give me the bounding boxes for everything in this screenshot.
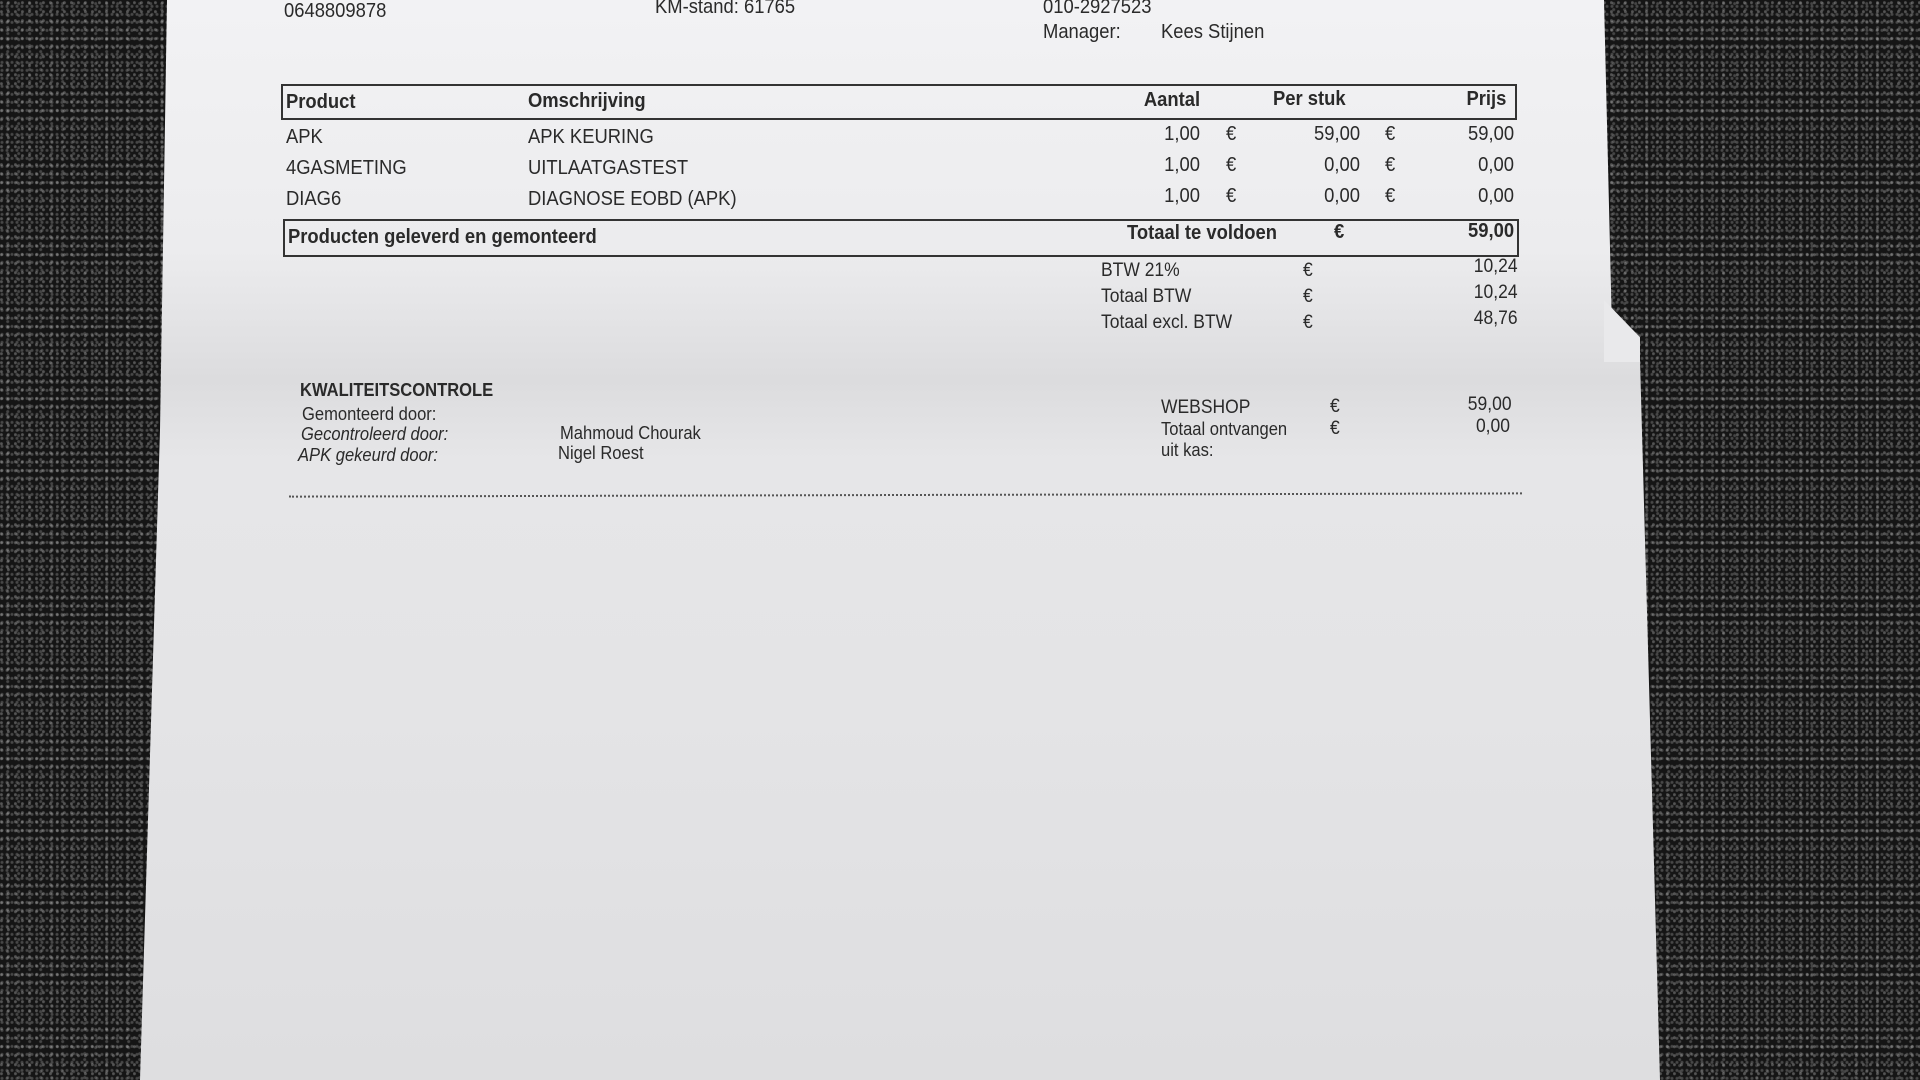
tax-label: Totaal excl. BTW [1101,312,1233,333]
euro-sign: € [1303,286,1313,307]
tax-label: BTW 21% [1101,260,1180,281]
tax-value: 48,76 [1474,308,1518,329]
col-description: Omschrijving [528,90,646,112]
km-stand: KM-stand: 61765 [655,0,796,18]
euro-sign: € [1303,312,1313,333]
euro-sign: € [1385,154,1396,176]
row-qty: 1,00 [1164,123,1200,145]
tax-value: 10,24 [1474,256,1518,277]
euro-sign: € [1330,396,1340,417]
received-value: 0,00 [1475,416,1510,437]
col-product: Product [286,91,356,113]
euro-sign: € [1303,260,1313,281]
col-unit-price: Per stuk [1273,88,1346,110]
row-description: UITLAATGASTEST [528,157,689,179]
euro-sign: € [1334,221,1345,243]
row-unit-price: 0,00 [1324,154,1360,176]
euro-sign: € [1330,418,1340,439]
received-label-2: uit kas: [1161,440,1214,460]
row-product: 4GASMETING [286,157,407,179]
webshop-value: 59,00 [1468,394,1512,415]
row-description: APK KEURING [528,126,654,148]
apk-name: Nigel Roest [558,443,644,463]
row-unit-price: 59,00 [1313,123,1360,145]
apk-label: APK gekeurd door: [298,445,438,465]
row-qty: 1,00 [1164,185,1200,207]
row-product: DIAG6 [286,188,342,210]
euro-sign: € [1226,154,1237,176]
euro-sign: € [1226,123,1237,145]
euro-sign: € [1385,185,1396,207]
checked-name: Mahmoud Chourak [560,423,701,443]
tax-label: Totaal BTW [1101,286,1192,307]
euro-sign: € [1385,123,1396,145]
garage-phone: 010-2927523 [1043,0,1152,18]
table-header [281,84,1517,120]
manager-name: Kees Stijnen [1161,21,1265,43]
row-price: 59,00 [1467,123,1514,145]
euro-sign: € [1226,185,1237,207]
quality-title: KWALITEITSCONTROLE [300,380,494,400]
footer-note: Producten geleverd en gemonteerd [288,226,597,248]
manager-label: Manager: [1043,21,1121,43]
received-label: Totaal ontvangen [1161,419,1288,439]
mounted-label: Gemonteerd door: [302,404,437,424]
row-price: 0,00 [1478,185,1514,207]
row-description: DIAGNOSE EOBD (APK) [528,188,737,210]
total-box [283,219,1519,257]
checked-label: Gecontroleerd door: [301,424,449,444]
tax-value: 10,24 [1474,282,1518,303]
webshop-label: WEBSHOP [1161,397,1251,418]
row-price: 0,00 [1478,154,1514,176]
total-value: 59,00 [1467,220,1514,242]
row-unit-price: 0,00 [1324,185,1360,207]
row-qty: 1,00 [1164,154,1200,176]
customer-phone: 0648809878 [284,0,387,22]
paper-fold [1604,300,1640,362]
row-product: APK [286,126,323,148]
col-price: Prijs [1466,88,1506,110]
total-label: Totaal te voldoen [1127,222,1277,244]
col-qty: Aantal [1143,89,1200,111]
